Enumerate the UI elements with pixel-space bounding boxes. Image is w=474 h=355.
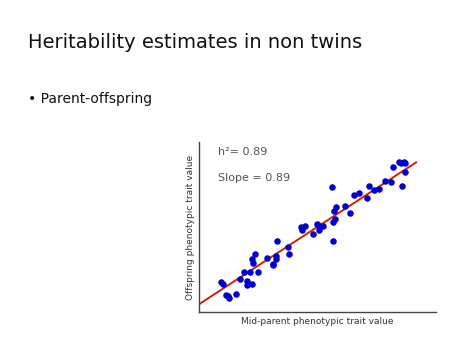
Point <box>273 238 281 244</box>
Point <box>272 256 280 262</box>
Point <box>364 195 371 201</box>
Point <box>246 269 254 274</box>
Point <box>355 190 363 196</box>
Point <box>390 164 397 169</box>
Point <box>381 179 389 184</box>
Point <box>309 231 317 236</box>
Point <box>240 269 247 275</box>
Point <box>249 260 256 266</box>
Point <box>219 281 227 287</box>
Point <box>314 222 321 228</box>
Point <box>269 261 277 267</box>
Point <box>313 222 320 227</box>
Point <box>222 293 229 298</box>
Point <box>396 159 403 164</box>
Point <box>232 291 239 297</box>
Text: Heritability estimates in non twins: Heritability estimates in non twins <box>28 33 363 52</box>
Point <box>248 281 255 286</box>
Point <box>263 255 271 261</box>
Y-axis label: Offspring phenotypic trait value: Offspring phenotypic trait value <box>186 155 195 300</box>
Point <box>330 208 337 214</box>
Point <box>387 179 394 185</box>
Point <box>401 159 408 165</box>
Point <box>401 169 409 175</box>
Point <box>226 295 233 300</box>
Point <box>299 227 306 233</box>
Point <box>297 224 304 230</box>
Point <box>329 219 337 224</box>
Point <box>370 187 378 193</box>
Point <box>254 269 262 274</box>
Point <box>286 252 293 257</box>
Text: Slope = 0.89: Slope = 0.89 <box>218 173 290 183</box>
Point <box>401 160 409 165</box>
Point <box>328 184 336 190</box>
Point <box>243 283 251 288</box>
Point <box>237 277 244 282</box>
Point <box>315 227 322 233</box>
Point <box>243 278 251 284</box>
Text: h²= 0.89: h²= 0.89 <box>218 147 267 157</box>
Point <box>301 223 309 229</box>
Point <box>346 210 354 216</box>
Point <box>365 183 373 189</box>
Point <box>284 244 292 250</box>
Point <box>397 160 405 165</box>
Point <box>217 279 224 285</box>
Point <box>252 251 259 257</box>
Text: • Parent-offspring: • Parent-offspring <box>28 92 153 106</box>
Point <box>270 262 277 268</box>
Point <box>351 192 358 197</box>
Point <box>331 216 338 222</box>
Point <box>342 203 349 208</box>
Point <box>224 293 232 299</box>
Point <box>272 253 280 258</box>
Point <box>248 257 256 262</box>
X-axis label: Mid-parent phenotypic trait value: Mid-parent phenotypic trait value <box>241 317 394 326</box>
Point <box>319 223 327 229</box>
Point <box>398 184 405 189</box>
Point <box>332 204 339 210</box>
Point <box>375 186 383 192</box>
Point <box>329 238 337 244</box>
